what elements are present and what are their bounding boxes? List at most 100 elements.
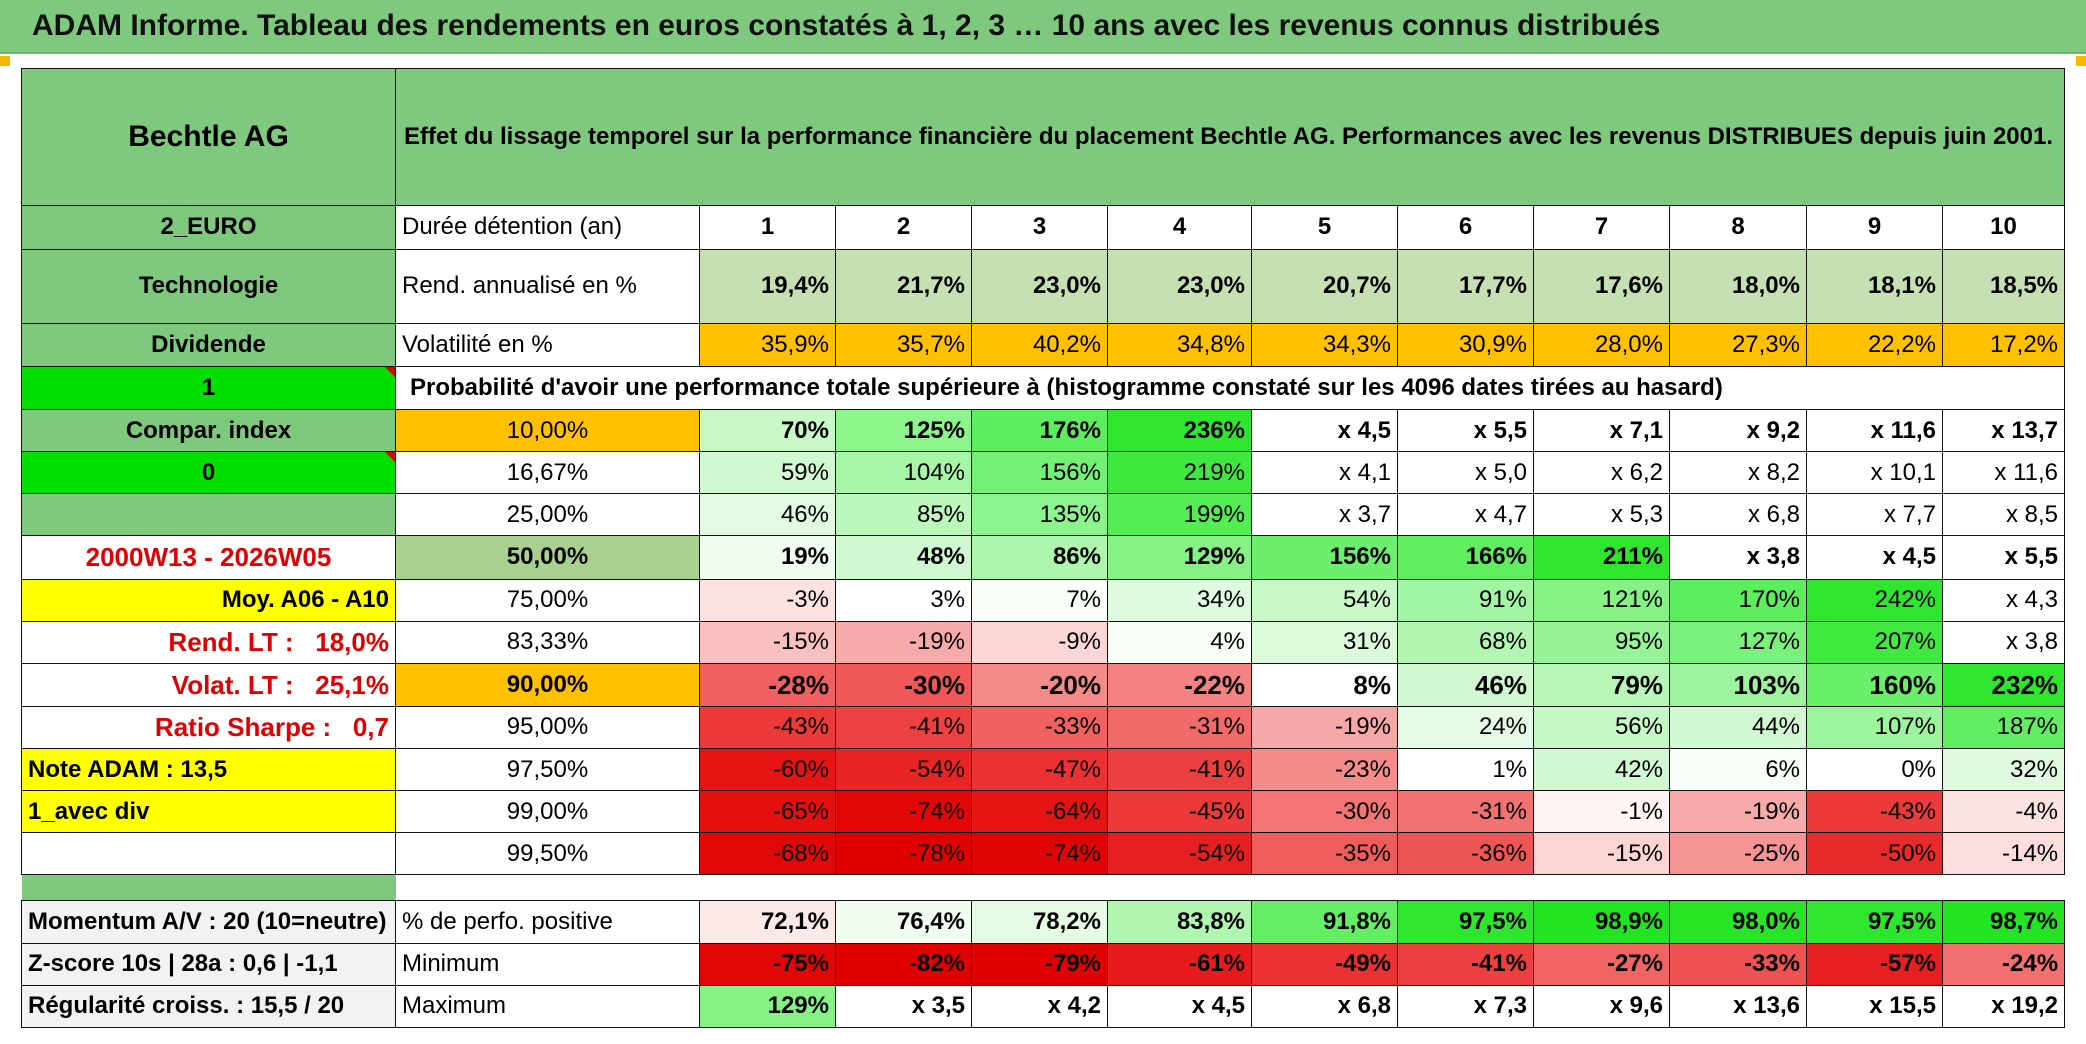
minimum-cell: -79%	[971, 942, 1108, 986]
quantile-cell: 95%	[1533, 620, 1670, 664]
corner-marker	[0, 56, 10, 66]
minimum-row: Z-score 10s | 28a : 0,6 | -1,1 Minimum -…	[21, 942, 2066, 986]
year-header: 9	[1806, 205, 1943, 250]
maximum-cell: 129%	[699, 984, 836, 1029]
quantile-cell: -30%	[835, 662, 972, 707]
positive-cell: 91,8%	[1251, 900, 1398, 944]
quantile-cell: -31%	[1397, 790, 1534, 834]
quantile-cell: 103%	[1669, 662, 1807, 707]
quantile-cell: x 8,2	[1669, 451, 1807, 495]
quantile-cell: -47%	[971, 748, 1108, 792]
header-row: Bechtle AG Effet du lissage temporel sur…	[21, 67, 2066, 207]
note-adam: Note ADAM : 13,5	[21, 748, 396, 792]
maximum-row: Régularité croiss. : 15,5 / 20 Maximum 1…	[21, 984, 2066, 1029]
quantile-cell: x 4,3	[1941, 578, 2066, 622]
quantile-cell: 7%	[971, 578, 1108, 622]
quantile-cell: x 5,5	[1397, 409, 1534, 453]
quantile-cell: 19%	[699, 535, 836, 580]
quantile-cell: x 11,6	[1806, 409, 1943, 453]
minimum-cell: -57%	[1806, 942, 1943, 986]
quantile-cell: 59%	[699, 451, 836, 495]
title-bar: ADAM Informe. Tableau des rendements en …	[0, 0, 2086, 54]
volatility-cell: 27,3%	[1669, 322, 1807, 367]
quantile-cell: 236%	[1107, 409, 1252, 453]
quantile-cell: -1%	[1533, 790, 1670, 834]
quantile-cell: 56%	[1533, 705, 1670, 750]
maximum-cell: x 19,2	[1941, 984, 2066, 1029]
sector-label: Technologie	[21, 248, 396, 324]
quantile-cell: 187%	[1941, 705, 2066, 750]
quantile-cell: x 5,0	[1397, 451, 1534, 495]
quantile-cell: 0%	[1806, 748, 1943, 792]
quantile-row: 25,00% 46% 85% 135% 199% x 3,7 x 4,7 x 5…	[21, 493, 2066, 537]
annualized-cell: 18,5%	[1941, 248, 2066, 324]
regularite-label: Régularité croiss. : 15,5 / 20	[21, 984, 396, 1029]
volatility-cell: 28,0%	[1533, 322, 1670, 367]
quantile-cell: -25%	[1669, 832, 1807, 876]
quantile-cell: 129%	[1107, 535, 1252, 580]
quantile-cell: x 3,8	[1941, 620, 2066, 664]
quantile-cell: -35%	[1251, 832, 1398, 876]
corner-marker	[2076, 56, 2086, 66]
quantile-cell: -54%	[835, 748, 972, 792]
quantile-cell: 166%	[1397, 535, 1534, 580]
minimum-cell: -27%	[1533, 942, 1670, 986]
currency-label: 2_EURO	[21, 205, 396, 250]
zscore-label: Z-score 10s | 28a : 0,6 | -1,1	[21, 942, 396, 986]
quantile-cell: 160%	[1806, 662, 1943, 707]
quantile-cell: 42%	[1533, 748, 1670, 792]
annualized-cell: 23,0%	[971, 248, 1108, 324]
quantile-cell: 85%	[835, 493, 972, 537]
positive-label: % de perfo. positive	[395, 900, 700, 944]
annualized-row: Technologie Rend. annualisé en % 19,4% 2…	[21, 248, 2066, 324]
volatility-cell: 35,9%	[699, 322, 836, 367]
annualized-cell: 20,7%	[1251, 248, 1398, 324]
quantile-cell: -20%	[971, 662, 1108, 707]
year-header: 4	[1107, 205, 1252, 250]
quantile-cell: x 3,8	[1669, 535, 1807, 580]
volat-lt-caption: Volat. LT :	[171, 669, 294, 700]
quantile-cell: 32%	[1941, 748, 2066, 792]
positive-cell: 98,9%	[1533, 900, 1670, 944]
minimum-cell: -41%	[1397, 942, 1534, 986]
positive-cell: 78,2%	[971, 900, 1108, 944]
positive-cell: 83,8%	[1107, 900, 1252, 944]
sharpe-caption: Ratio Sharpe :	[154, 712, 332, 743]
quantile-cell: -19%	[1669, 790, 1807, 834]
quantile-cell: -41%	[835, 705, 972, 750]
performance-table: Bechtle AG Effet du lissage temporel sur…	[21, 67, 2066, 1029]
quantile-cell: 135%	[971, 493, 1108, 537]
quantile-label: 75,00%	[395, 578, 700, 622]
quantile-cell: x 6,8	[1669, 493, 1807, 537]
quantile-cell: -30%	[1251, 790, 1398, 834]
quantile-row: Volat. LT : 25,1% 90,00% -28% -30% -20% …	[21, 662, 2066, 707]
duration-label: Durée détention (an)	[395, 205, 700, 250]
quantile-label: 50,00%	[395, 535, 700, 580]
annualized-cell: 18,0%	[1669, 248, 1807, 324]
annualized-cell: 23,0%	[1107, 248, 1252, 324]
duration-row: 2_EURO Durée détention (an) 1 2 3 4 5 6 …	[21, 205, 2066, 250]
quantile-cell: 70%	[699, 409, 836, 453]
spacer-row	[21, 874, 2065, 901]
quantile-cell: 34%	[1107, 578, 1252, 622]
minimum-cell: -75%	[699, 942, 836, 986]
quantile-cell: 68%	[1397, 620, 1534, 664]
positive-cell: 97,5%	[1806, 900, 1943, 944]
quantile-cell: 156%	[1251, 535, 1398, 580]
quantile-cell: 46%	[699, 493, 836, 537]
year-header: 5	[1251, 205, 1398, 250]
quantile-label: 97,50%	[395, 748, 700, 792]
quantile-cell: x 10,1	[1806, 451, 1943, 495]
quantile-cell: -60%	[699, 748, 836, 792]
quantile-cell: x 4,7	[1397, 493, 1534, 537]
empty-label	[21, 832, 396, 876]
volatility-cell: 30,9%	[1397, 322, 1534, 367]
quantile-cell: x 5,5	[1941, 535, 2066, 580]
quantile-label: 99,00%	[395, 790, 700, 834]
quantile-cell: 79%	[1533, 662, 1670, 707]
quantile-row: 0 16,67% 59% 104% 156% 219% x 4,1 x 5,0 …	[21, 451, 2066, 495]
maximum-label: Maximum	[395, 984, 700, 1029]
probability-header-row: 1 Probabilité d'avoir une performance to…	[21, 365, 2066, 411]
quantile-label: 10,00%	[395, 409, 700, 453]
quantile-cell: 44%	[1669, 705, 1807, 750]
